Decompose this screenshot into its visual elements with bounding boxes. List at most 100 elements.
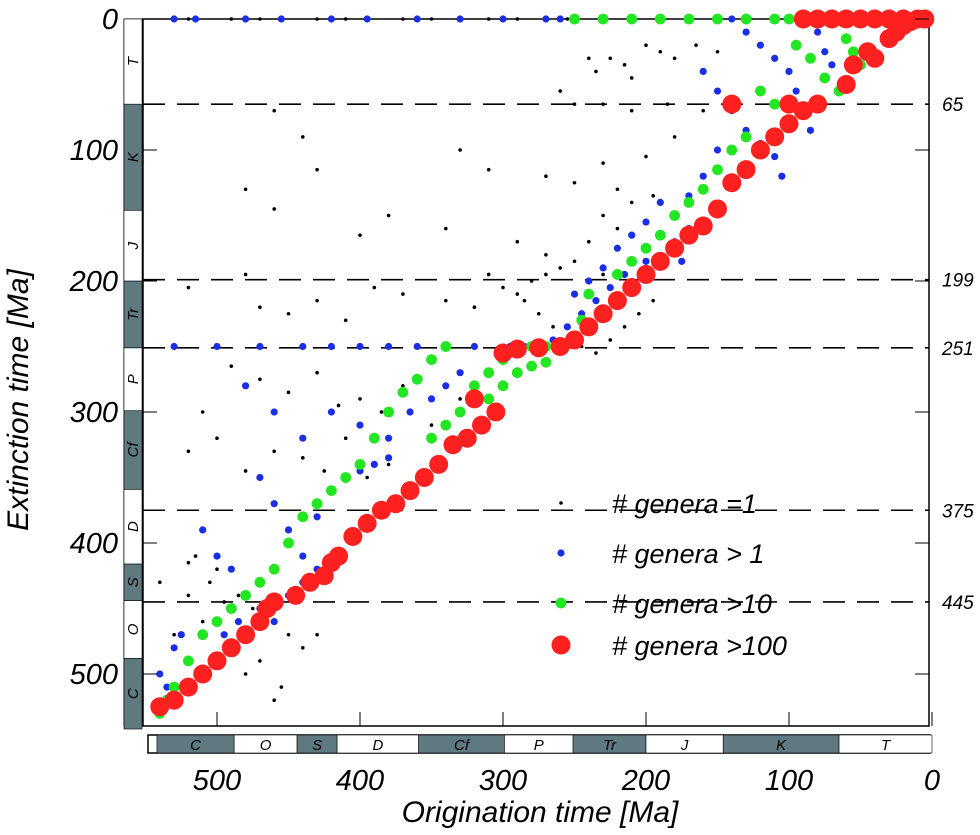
- data-point: [168, 681, 180, 693]
- data-point: [893, 9, 913, 29]
- data-point: [651, 194, 655, 198]
- data-point: [722, 173, 742, 193]
- data-point: [336, 403, 341, 408]
- data-point: [313, 513, 321, 521]
- legend-marker: [555, 597, 567, 609]
- data-point: [365, 475, 369, 480]
- data-point: [769, 13, 781, 25]
- data-point: [215, 567, 219, 571]
- data-point: [755, 85, 766, 97]
- data-point: [356, 342, 364, 351]
- data-point: [156, 670, 164, 678]
- y-tick-label: 400: [70, 528, 118, 560]
- data-point: [572, 180, 577, 185]
- data-point: [879, 9, 899, 29]
- data-point: [697, 183, 709, 195]
- data-point: [622, 325, 627, 329]
- data-point: [563, 323, 571, 331]
- data-point: [250, 606, 255, 611]
- data-point: [322, 469, 327, 473]
- x-period-label: T: [881, 737, 892, 754]
- data-point: [358, 397, 362, 401]
- data-point: [615, 226, 620, 231]
- data-point: [613, 244, 622, 252]
- data-point: [699, 67, 707, 75]
- data-point: [242, 15, 250, 23]
- data-point: [712, 13, 723, 25]
- data-point: [258, 377, 262, 382]
- data-point: [526, 360, 537, 372]
- data-point: [444, 226, 448, 231]
- data-point: [778, 172, 786, 180]
- plot-frame: [142, 18, 930, 727]
- data-point: [499, 15, 507, 23]
- data-point: [258, 305, 262, 310]
- data-point: [284, 526, 293, 534]
- x-ticks: 500 400 300 200 100 0: [193, 712, 940, 797]
- data-point: [558, 266, 562, 270]
- y-tick-label: 500: [70, 659, 118, 691]
- x-period-label: S: [312, 737, 322, 754]
- data-point: [426, 354, 437, 365]
- data-point: [297, 511, 309, 523]
- data-point: [694, 43, 698, 47]
- data-point: [315, 632, 319, 637]
- data-point: [385, 342, 393, 351]
- data-point: [272, 698, 277, 702]
- data-point: [544, 174, 548, 178]
- data-point: [644, 43, 648, 47]
- data-point: [301, 135, 305, 139]
- boundary-label: 199: [942, 271, 974, 292]
- data-point: [385, 434, 393, 442]
- data-point: [550, 337, 570, 356]
- data-point: [193, 664, 213, 684]
- data-point: [242, 382, 250, 390]
- data-point: [486, 402, 506, 422]
- data-point: [851, 9, 870, 29]
- data-point: [315, 370, 319, 375]
- data-point: [272, 449, 277, 454]
- data-point: [585, 277, 593, 285]
- data-point: [579, 317, 599, 337]
- data-point: [386, 494, 406, 514]
- data-point: [626, 13, 638, 25]
- x-tick-label: 300: [479, 765, 527, 797]
- data-point: [327, 342, 335, 351]
- data-point: [429, 454, 449, 474]
- x-period-label: D: [372, 737, 383, 754]
- data-point: [371, 500, 391, 520]
- x-period-label: O: [260, 737, 272, 754]
- data-point: [597, 13, 609, 25]
- data-point: [301, 646, 305, 650]
- data-point: [736, 160, 756, 180]
- data-point: [790, 39, 802, 51]
- data-point: [556, 15, 564, 23]
- data-point: [326, 485, 337, 496]
- y-period-label: Cf: [125, 441, 142, 458]
- y-period-label: P: [125, 374, 142, 384]
- data-point: [183, 655, 194, 667]
- data-point: [515, 17, 520, 21]
- data-point: [808, 94, 828, 114]
- y-period-label: S: [125, 577, 142, 587]
- data-point: [413, 342, 421, 351]
- data-point: [220, 631, 228, 639]
- y-ticks: 0 100 200 300 400 500: [69, 4, 929, 691]
- data-point: [544, 272, 548, 277]
- data-point: [793, 9, 813, 29]
- data-point: [234, 618, 243, 626]
- data-point: [243, 187, 248, 192]
- data-point: [277, 15, 285, 23]
- data-point: [368, 432, 380, 444]
- data-point: [229, 17, 234, 21]
- data-point: [315, 167, 319, 172]
- data-point: [458, 148, 462, 152]
- x-period-label: Tr: [603, 737, 617, 754]
- data-point: [483, 367, 495, 379]
- data-point: [227, 565, 235, 573]
- data-point: [211, 616, 223, 627]
- data-point: [429, 423, 434, 427]
- data-point: [315, 17, 319, 21]
- data-point: [258, 659, 262, 663]
- data-point: [636, 264, 656, 284]
